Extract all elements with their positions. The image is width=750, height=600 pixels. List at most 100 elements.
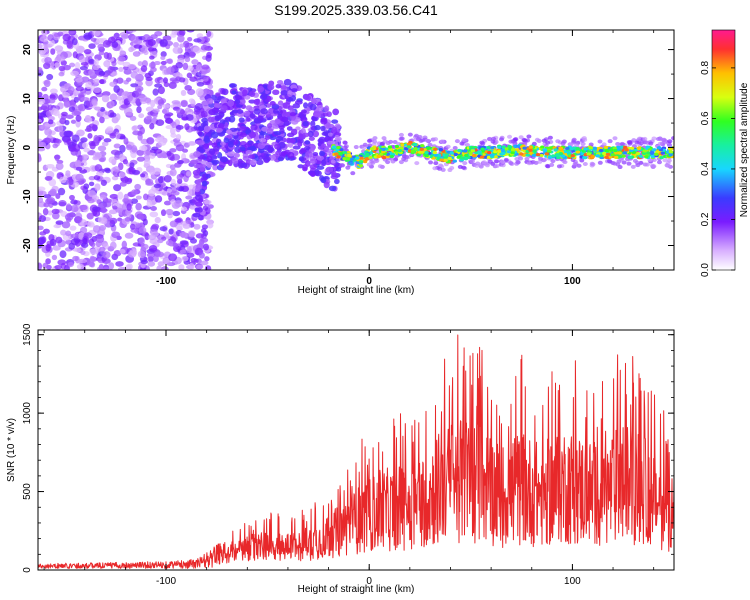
heatmap-cell	[297, 140, 303, 147]
heatmap-cell	[377, 164, 383, 169]
heatmap-cell	[179, 43, 185, 48]
heatmap-cell	[553, 148, 558, 152]
heatmap-cell	[38, 154, 42, 162]
heatmap-cell	[166, 67, 172, 75]
heatmap-cell	[382, 139, 388, 144]
heatmap-cell	[444, 153, 450, 157]
heatmap-cell	[175, 125, 184, 130]
heatmap-cell	[69, 225, 77, 231]
heatmap-cell	[58, 71, 65, 77]
x-tick-label: -100	[156, 276, 176, 287]
heatmap-cell	[497, 149, 502, 153]
heatmap-cell	[607, 139, 613, 144]
heatmap-cell	[173, 41, 180, 48]
heatmap-cell	[69, 194, 75, 201]
heatmap-cell	[68, 177, 74, 186]
heatmap-cell	[55, 162, 64, 171]
heatmap-cell	[586, 152, 591, 156]
heatmap-cell	[575, 150, 581, 154]
heatmap-cell	[130, 150, 137, 159]
heatmap-cell	[119, 181, 127, 187]
heatmap-cell	[111, 41, 119, 48]
colorbar-ticks: 0.0 0.2 0.4 0.6 0.8	[700, 61, 735, 277]
heatmap-cell	[305, 151, 313, 158]
heatmap-cell	[65, 203, 72, 210]
heatmap-cell	[195, 88, 204, 97]
heatmap-cell	[178, 264, 185, 270]
heatmap-cell	[109, 81, 118, 87]
heatmap-cell	[148, 245, 158, 252]
heatmap-cell	[197, 131, 203, 136]
heatmap-cell	[166, 58, 174, 65]
heatmap-cell	[331, 145, 337, 149]
heatmap-cell	[137, 133, 143, 141]
heatmap-cell	[61, 221, 71, 229]
heatmap-cell	[470, 149, 476, 153]
heatmap-cell	[164, 117, 173, 124]
heatmap-cell	[136, 88, 142, 96]
heatmap-cell	[331, 119, 339, 124]
heatmap-cell	[125, 77, 132, 82]
heatmap-cell	[358, 160, 364, 164]
heatmap-cell	[259, 138, 267, 143]
heatmap-cell	[266, 128, 274, 135]
heatmap-cell	[162, 104, 171, 109]
heatmap-cell	[113, 85, 120, 93]
heatmap-cell	[327, 132, 333, 137]
heatmap-cell	[539, 153, 544, 158]
heatmap-cell	[146, 199, 153, 208]
heatmap-cell	[135, 223, 142, 229]
heatmap-cell	[115, 261, 124, 267]
heatmap-cell	[169, 164, 176, 170]
heatmap-cell	[131, 145, 138, 153]
heatmap-cell	[369, 147, 375, 151]
heatmap-cell	[314, 170, 322, 177]
heatmap-cell	[59, 176, 67, 184]
heatmap-cell	[109, 112, 117, 118]
heatmap-cell	[178, 186, 184, 192]
heatmap-cell	[397, 149, 402, 153]
heatmap-cell	[220, 98, 227, 105]
heatmap-cell	[636, 146, 642, 151]
heatmap-cell	[49, 188, 57, 197]
heatmap-cell	[491, 136, 497, 141]
heatmap-cell	[41, 30, 48, 37]
heatmap-cell	[119, 50, 127, 57]
heatmap-cell	[87, 190, 97, 198]
heatmap-cell	[545, 164, 551, 169]
heatmap-cell	[188, 263, 195, 270]
heatmap-cell	[88, 123, 96, 129]
heatmap-cell	[56, 56, 66, 62]
heatmap-cell	[540, 145, 545, 149]
heatmap-cell	[365, 152, 370, 156]
heatmap-cell	[119, 144, 126, 153]
heatmap-cell	[507, 144, 512, 149]
heatmap-cell	[197, 125, 205, 131]
heatmap-cell	[92, 225, 101, 233]
heatmap-cell	[49, 238, 57, 247]
heatmap-cell	[38, 186, 46, 192]
heatmap-cell	[65, 114, 74, 119]
heatmap-cell	[234, 152, 240, 158]
heatmap-cell	[515, 159, 521, 164]
heatmap-cell	[308, 136, 315, 141]
heatmap-cell	[489, 153, 495, 157]
heatmap-cell	[599, 153, 604, 158]
heatmap-cell	[124, 217, 131, 222]
heatmap-cell	[318, 151, 326, 157]
heatmap-cell	[249, 113, 256, 119]
heatmap-cell	[215, 92, 221, 97]
heatmap-cell	[248, 90, 256, 98]
heatmap-cell	[166, 188, 172, 193]
heatmap-cell	[192, 212, 201, 218]
heatmap-cell	[487, 151, 492, 155]
heatmap-cell	[129, 115, 137, 121]
heatmap-cell	[654, 152, 659, 156]
heatmap-cell	[274, 143, 281, 150]
heatmap-cell	[149, 170, 156, 176]
heatmap-cell	[619, 141, 625, 146]
heatmap-cell	[635, 163, 641, 168]
heatmap-cell	[217, 151, 223, 159]
heatmap-cell	[97, 43, 105, 50]
heatmap-cell	[208, 148, 216, 155]
